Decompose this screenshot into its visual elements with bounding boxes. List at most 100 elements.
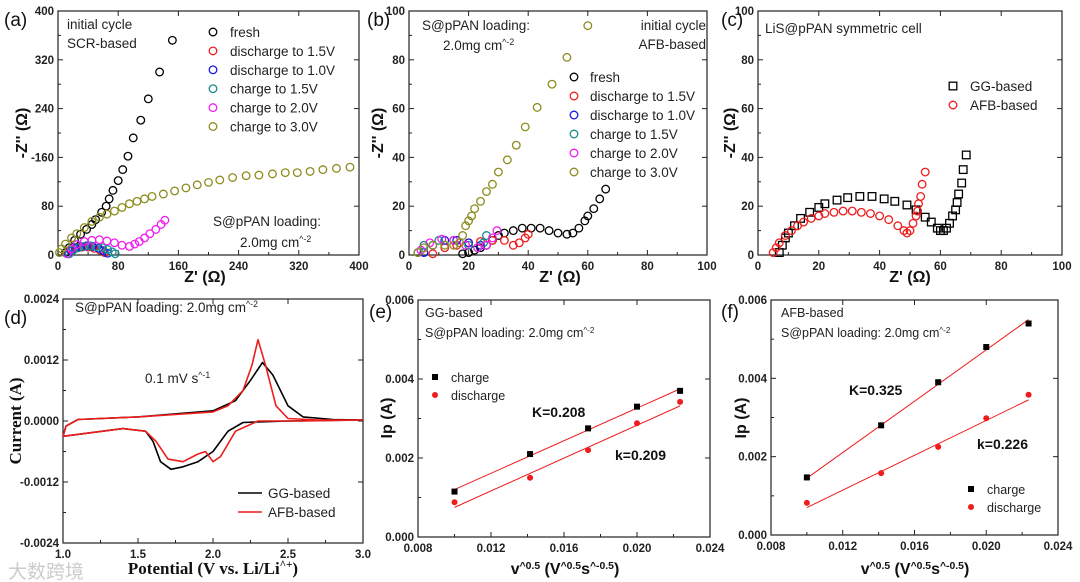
x-tick-label: 2.5	[280, 549, 297, 561]
y-tick-label: 0	[48, 250, 54, 262]
series-charge-to-2-0v: charge to 2.0V	[416, 146, 678, 255]
data-point	[879, 194, 889, 204]
data-point	[464, 240, 474, 250]
series-charge-to-2-0v: charge to 2.0V	[62, 101, 318, 259]
data-point	[132, 196, 142, 206]
data-point	[547, 79, 557, 89]
data-point	[117, 240, 127, 250]
series-discharge: discharge	[803, 391, 1041, 515]
annotation: 2.0mg cm^-2	[240, 234, 311, 250]
y-tick-label: 0	[748, 250, 754, 262]
data-point	[125, 199, 134, 209]
legend-label: discharge to 1.0V	[230, 63, 335, 78]
panel-c: 0 20 40 60 80 100 0 20 40 60 80 100 Z' (Ω) -Z'' (Ω) (c…	[721, 6, 1072, 286]
data-point	[1025, 320, 1032, 327]
text-segment: )	[292, 559, 298, 578]
data-point	[128, 133, 138, 143]
annotation: initial cycle	[67, 17, 132, 32]
y-tick-label: -0.0024	[20, 538, 60, 550]
legend-label: charge	[987, 483, 1025, 497]
data-point	[451, 499, 458, 506]
data-point	[917, 179, 927, 189]
data-point	[160, 215, 170, 225]
data-point	[553, 228, 563, 238]
data-point	[72, 229, 82, 239]
legend-label: AFB-based	[970, 98, 1038, 113]
data-point	[920, 167, 930, 177]
legend-marker	[948, 100, 958, 110]
y-tick-label: 100	[735, 6, 754, 18]
series-charge: charge	[432, 371, 684, 495]
legend-label: GG-based	[970, 79, 1032, 94]
text-segment: Ip (A)	[379, 398, 396, 439]
panel-f: 0.008 0.012 0.016 0.020 0.024 0.000 0.002 0.004…	[721, 295, 1073, 578]
data-point	[532, 102, 542, 112]
x-tick-label: 400	[349, 261, 368, 273]
superscript: ^-2	[246, 299, 258, 309]
data-point	[167, 35, 177, 45]
data-point	[926, 217, 936, 227]
data-point	[461, 221, 471, 231]
data-point	[932, 223, 942, 233]
data-point	[482, 231, 491, 240]
data-point	[905, 226, 915, 236]
legend-marker	[948, 81, 958, 91]
x-tick-label: 0.016	[900, 541, 929, 553]
data-point	[908, 218, 918, 228]
data-point	[101, 201, 111, 211]
x-tick-label: 0.012	[828, 541, 857, 553]
x-axis-title: Z' (Ω)	[889, 269, 931, 286]
data-point	[467, 211, 477, 221]
data-point	[117, 202, 127, 212]
y-tick-label: 60	[741, 104, 754, 116]
data-point	[585, 425, 592, 432]
legend-label: discharge to 1.5V	[230, 44, 335, 59]
y-axis-title: Ip (A)	[733, 398, 750, 439]
text-segment: 2.0mg cm	[443, 38, 502, 53]
superscript: ^-2	[299, 234, 311, 244]
data-point	[476, 196, 485, 206]
x-tick-label: 40	[873, 261, 886, 273]
legend-marker	[569, 148, 579, 158]
data-point	[499, 235, 509, 245]
y-tick-label: 80	[41, 201, 54, 213]
legend-marker	[432, 392, 438, 398]
x-tick-label: 80	[112, 261, 125, 273]
data-point	[455, 238, 465, 248]
text-segment: LiS@pPAN symmetric cell	[765, 21, 922, 36]
data-point	[520, 122, 530, 132]
data-point	[535, 223, 545, 233]
data-point	[473, 243, 482, 253]
legend-marker	[968, 486, 974, 492]
watermark-logo: 大数跨境	[8, 561, 84, 582]
legend-label: charge to 1.5V	[230, 82, 318, 97]
legend-label: charge to 3.0V	[230, 120, 318, 135]
data-point	[94, 212, 104, 222]
text-segment: S@pPAN loading: 2.0mg cm	[781, 326, 939, 340]
data-point	[544, 226, 554, 236]
y-tick-label: 60	[392, 104, 405, 116]
data-point	[878, 470, 885, 477]
y-tick-label: 0.0000	[24, 416, 59, 428]
legend-label: discharge to 1.0V	[590, 108, 695, 123]
legend-label: discharge to 1.5V	[590, 89, 695, 104]
data-point	[97, 207, 107, 217]
y-tick-label: 20	[392, 201, 405, 213]
series-afb-based: AFB-based	[62, 338, 364, 520]
text-segment: Ip (A)	[733, 398, 750, 439]
data-point	[677, 387, 684, 394]
superscript: ^-0.5	[940, 561, 964, 572]
data-point	[140, 233, 149, 243]
annotation: LiS@pPAN symmetric cell	[765, 21, 922, 36]
data-point	[867, 191, 877, 201]
data-point	[461, 240, 471, 250]
text-segment: 0.1 mV s	[145, 371, 199, 386]
panel-label: (d)	[4, 308, 27, 329]
data-point	[87, 216, 97, 226]
annotation: S@pPAN loading:	[422, 18, 530, 33]
data-point	[145, 229, 155, 239]
x-tick-label: 80	[995, 261, 1008, 273]
data-point	[856, 207, 866, 217]
data-point	[585, 447, 592, 454]
